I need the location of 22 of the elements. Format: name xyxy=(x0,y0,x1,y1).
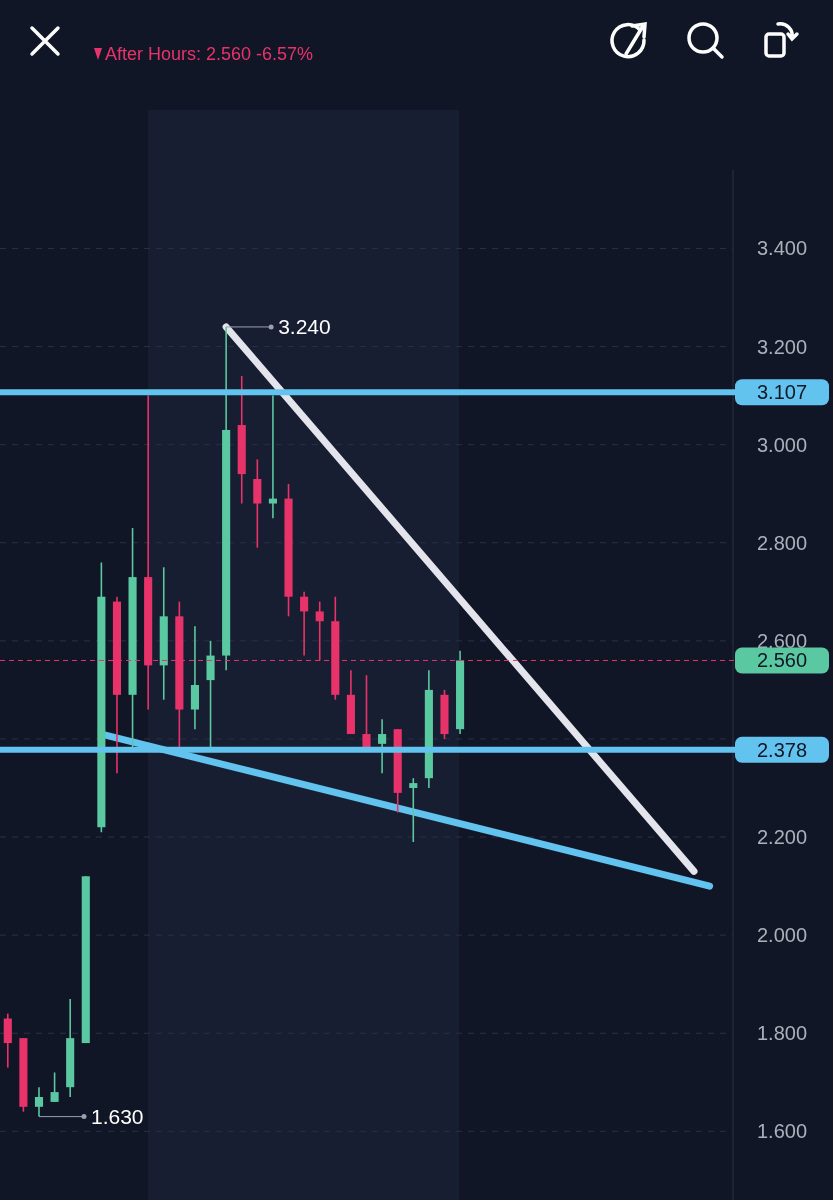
y-tick-label: 3.200 xyxy=(756,335,808,358)
ref-line-label: 2.560 xyxy=(756,649,808,672)
candlestick xyxy=(362,674,371,750)
candlestick xyxy=(409,777,418,843)
ref-line-label: 3.107 xyxy=(756,381,808,404)
candlestick xyxy=(300,591,309,657)
y-tick-label: 3.000 xyxy=(756,433,808,456)
y-tick-label: 2.600 xyxy=(756,629,808,652)
candlestick xyxy=(50,1071,59,1103)
y-tick-label: 1.600 xyxy=(756,1120,808,1143)
annotation: 3.240 xyxy=(278,314,331,338)
y-tick-label: 2.200 xyxy=(756,826,808,849)
candlestick xyxy=(34,1086,44,1118)
ref-line-label: 2.378 xyxy=(756,738,808,761)
annotation: 1.630 xyxy=(90,1104,144,1128)
y-tick-label: 3.400 xyxy=(756,237,808,260)
candlestick xyxy=(268,394,277,520)
y-tick-label: 2.800 xyxy=(756,531,808,554)
y-tick-label: 1.800 xyxy=(756,1022,808,1045)
candlestick xyxy=(378,718,387,775)
y-tick-label: 2.000 xyxy=(756,924,808,947)
chart-subtitle: After Hours: 2.560 -6.57% xyxy=(105,44,314,64)
